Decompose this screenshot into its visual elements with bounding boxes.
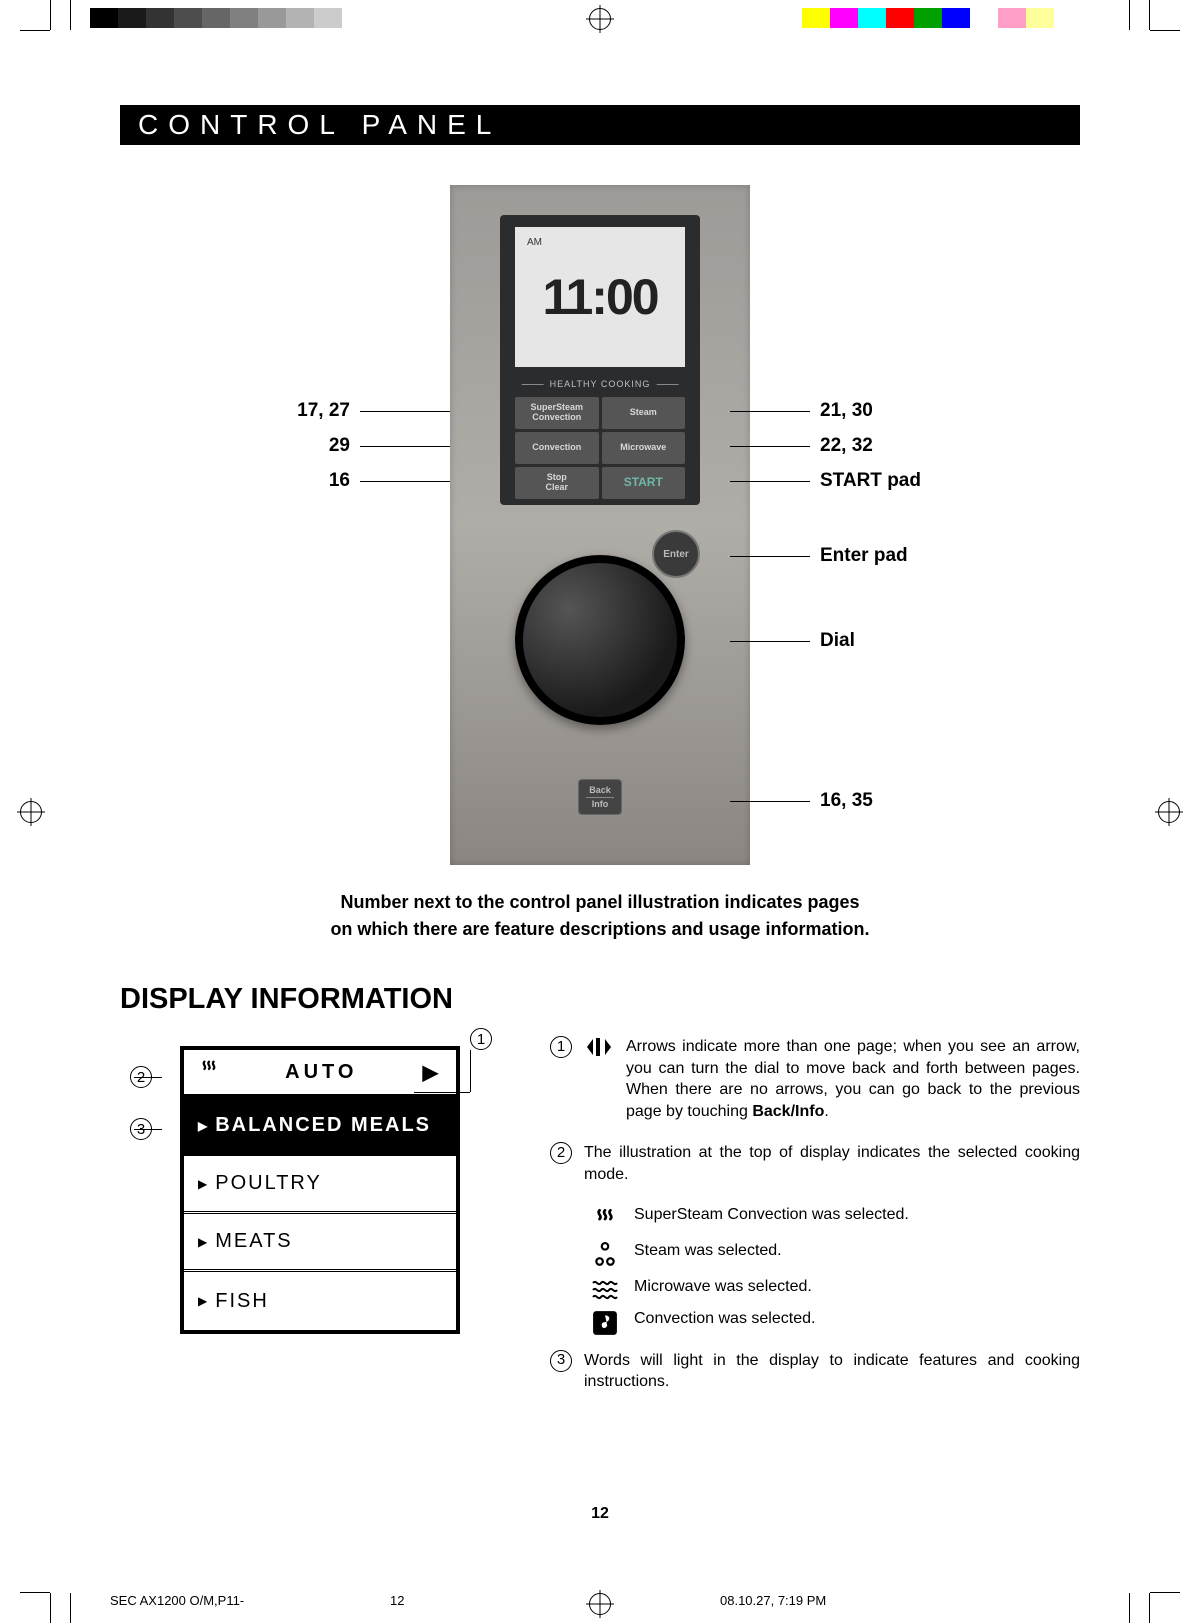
callout-label: Dial: [730, 630, 960, 652]
back-info-pad: BackInfo: [578, 779, 622, 815]
display-info-text: 1 Arrows indicate more than one page; wh…: [550, 1036, 1080, 1413]
lcd-screen: AM 11:00: [515, 227, 685, 367]
grayscale-bar: [90, 8, 398, 28]
supersteam-button: SuperSteam Convection: [515, 397, 599, 429]
section-header: DISPLAY INFORMATION: [120, 983, 1080, 1016]
callout-label: 16: [240, 470, 450, 492]
enter-pad: Enter: [652, 530, 700, 578]
info-item-2: 2 The illustration at the top of display…: [550, 1142, 1080, 1185]
lcd-frame: AM 11:00 HEALTHY COOKING SuperSteam Conv…: [500, 215, 700, 505]
dial-knob: [515, 555, 685, 725]
mini-lcd: AUTO ▶ ▶BALANCED MEALS▶POULTRY▶MEATS▶FIS…: [180, 1046, 460, 1334]
callout-label: 21, 30: [730, 400, 960, 422]
mode-steam: Steam was selected.: [590, 1242, 1080, 1268]
supersteam-icon: [590, 1206, 620, 1232]
display-illustration: AUTO ▶ ▶BALANCED MEALS▶POULTRY▶MEATS▶FIS…: [120, 1036, 550, 1413]
arrow-right-icon: ▶: [423, 1060, 442, 1085]
mini-lcd-header: AUTO ▶: [184, 1050, 456, 1098]
display-callout-1: 1: [470, 1028, 492, 1050]
mini-lcd-item: ▶BALANCED MEALS: [184, 1098, 456, 1156]
registration-mark-right: [1158, 801, 1180, 823]
page-number: 12: [591, 1505, 609, 1523]
microwave-icon: [590, 1278, 620, 1300]
steam-icon: [198, 1058, 220, 1086]
callout-label: START pad: [730, 470, 960, 492]
mini-lcd-item: ▶POULTRY: [184, 1156, 456, 1214]
steam-button: Steam: [602, 397, 686, 429]
mode-supersteam: SuperSteam Convection was selected.: [590, 1206, 1080, 1232]
color-bar: [802, 8, 1110, 28]
info-item-1: 1 Arrows indicate more than one page; wh…: [550, 1036, 1080, 1122]
convection-icon: [590, 1310, 620, 1336]
mode-microwave: Microwave was selected.: [590, 1278, 1080, 1300]
convection-button: Convection: [515, 432, 599, 464]
printer-marks-top: [0, 0, 1200, 40]
microwave-button: Microwave: [602, 432, 686, 464]
steam-mode-icon: [590, 1242, 620, 1268]
info-item-3: 3 Words will light in the display to ind…: [550, 1350, 1080, 1393]
lcd-am-label: AM: [527, 237, 542, 248]
display-callout-2: 2: [130, 1066, 152, 1088]
registration-mark-bottom: [589, 1593, 611, 1615]
callout-label: Enter pad: [730, 545, 960, 567]
mode-convection: Convection was selected.: [590, 1310, 1080, 1336]
arrows-icon: [584, 1036, 614, 1058]
callout-label: 16, 35: [730, 790, 960, 812]
start-button: START: [602, 467, 686, 499]
panel-caption: Number next to the control panel illustr…: [120, 889, 1080, 943]
page-content: CONTROL PANEL AM 11:00 HEALTHY COOKING S…: [120, 105, 1080, 1533]
mini-lcd-item: ▶MEATS: [184, 1214, 456, 1272]
stop-clear-button: Stop Clear: [515, 467, 599, 499]
lcd-time: 11:00: [542, 268, 657, 326]
page-title: CONTROL PANEL: [120, 105, 1080, 145]
panel-body: AM 11:00 HEALTHY COOKING SuperSteam Conv…: [450, 185, 750, 865]
registration-mark-top: [589, 8, 611, 30]
registration-mark-left: [20, 801, 42, 823]
display-callout-3: 3: [130, 1118, 152, 1140]
mini-lcd-item: ▶FISH: [184, 1272, 456, 1330]
control-panel-illustration: AM 11:00 HEALTHY COOKING SuperSteam Conv…: [240, 185, 960, 865]
callout-label: 29: [240, 435, 450, 457]
healthy-cooking-label: HEALTHY COOKING: [522, 379, 679, 389]
callout-label: 22, 32: [730, 435, 960, 457]
callout-label: 17, 27: [240, 400, 450, 422]
